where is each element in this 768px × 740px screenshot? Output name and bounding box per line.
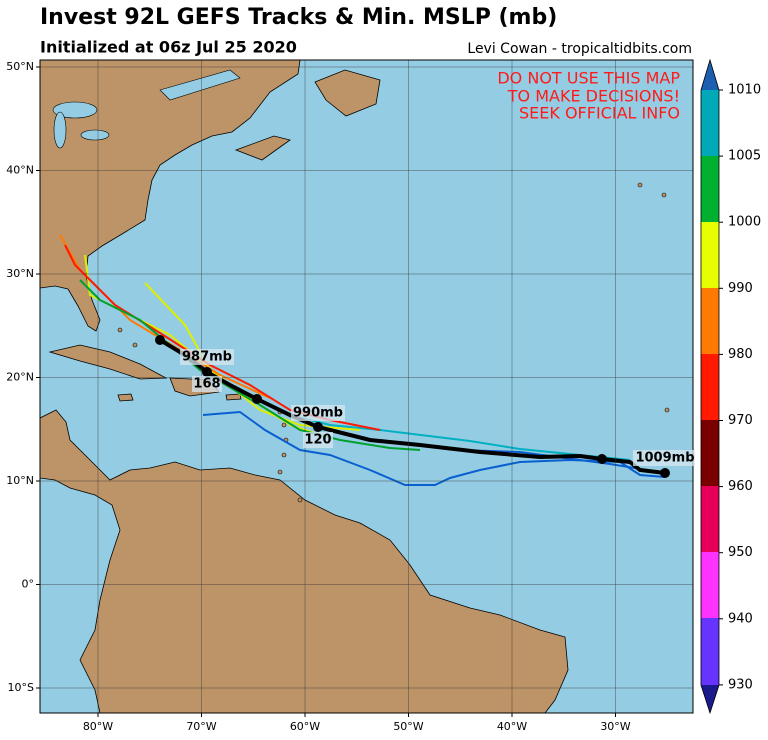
latitude-label: 40°N	[6, 164, 34, 177]
track-labels: 987mb 168 990mb 120 1009mb	[180, 349, 695, 466]
map	[40, 60, 693, 713]
longitude-label: 40°W	[497, 720, 527, 733]
jamaica	[117, 393, 134, 402]
south-america	[40, 409, 569, 713]
warning-line: TO MAKE DECISIONS!	[507, 87, 680, 106]
longitude-label: 50°W	[393, 720, 423, 733]
credit: Levi Cowan - tropicaltidbits.com	[467, 41, 692, 57]
subtitle: Initialized at 06z Jul 25 2020	[40, 38, 297, 57]
puerto-rico	[225, 393, 242, 401]
north-america	[40, 60, 301, 332]
latitude-label: 50°N	[6, 60, 34, 73]
lakes	[52, 69, 241, 149]
latitude-label: 10°S	[8, 681, 34, 694]
warning-line: DO NOT USE THIS MAP	[497, 69, 680, 88]
latitude-label: 20°N	[6, 371, 34, 384]
title: Invest 92L GEFS Tracks & Min. MSLP (mb)	[40, 5, 557, 30]
colorbar-label: 990	[728, 281, 753, 296]
colorbar-label: 930	[728, 677, 753, 692]
latitude-label: 10°N	[6, 474, 34, 487]
pressure-label: 1009mb	[635, 451, 694, 466]
colorbar	[700, 58, 720, 715]
colorbar-label: 980	[728, 347, 753, 362]
member-track	[59, 234, 271, 399]
hour-label: 120	[304, 433, 331, 448]
longitude-label: 30°W	[600, 720, 630, 733]
pressure-label: 987mb	[182, 350, 232, 365]
hour-label: 168	[193, 377, 220, 392]
longitude-label: 70°W	[186, 720, 216, 733]
longitude-label: 60°W	[290, 720, 320, 733]
member-track	[79, 279, 421, 451]
latitude-label: 30°N	[6, 267, 34, 280]
colorbar-label: 1005	[728, 149, 761, 164]
nova-scotia	[234, 135, 291, 161]
colorbar-label: 960	[728, 479, 753, 494]
islands	[117, 182, 670, 503]
colorbar-label: 970	[728, 413, 753, 428]
warning-line: SEEK OFFICIAL INFO	[519, 104, 680, 123]
cuba	[48, 344, 168, 380]
map-frame	[39, 59, 694, 714]
longitude-label: 80°W	[83, 720, 113, 733]
newfoundland	[314, 69, 381, 117]
colorbar-label: 950	[728, 545, 753, 560]
colorbar-label: 940	[728, 611, 753, 626]
mean-track-points	[155, 335, 670, 478]
colorbar-label: 1000	[728, 215, 761, 230]
latitude-label: 0°	[22, 578, 35, 591]
ticks: 80°W 70°W 60°W 50°W 40°W 30°W 50°N 40°N 30°N 20°N…	[6, 60, 761, 733]
grid	[40, 60, 693, 713]
member-track	[289, 414, 631, 461]
warning: DO NOT USE THIS MAP TO MAKE DECISIONS! S…	[497, 69, 680, 123]
pressure-label: 990mb	[293, 406, 343, 421]
colorbar-label: 1010	[728, 83, 761, 98]
